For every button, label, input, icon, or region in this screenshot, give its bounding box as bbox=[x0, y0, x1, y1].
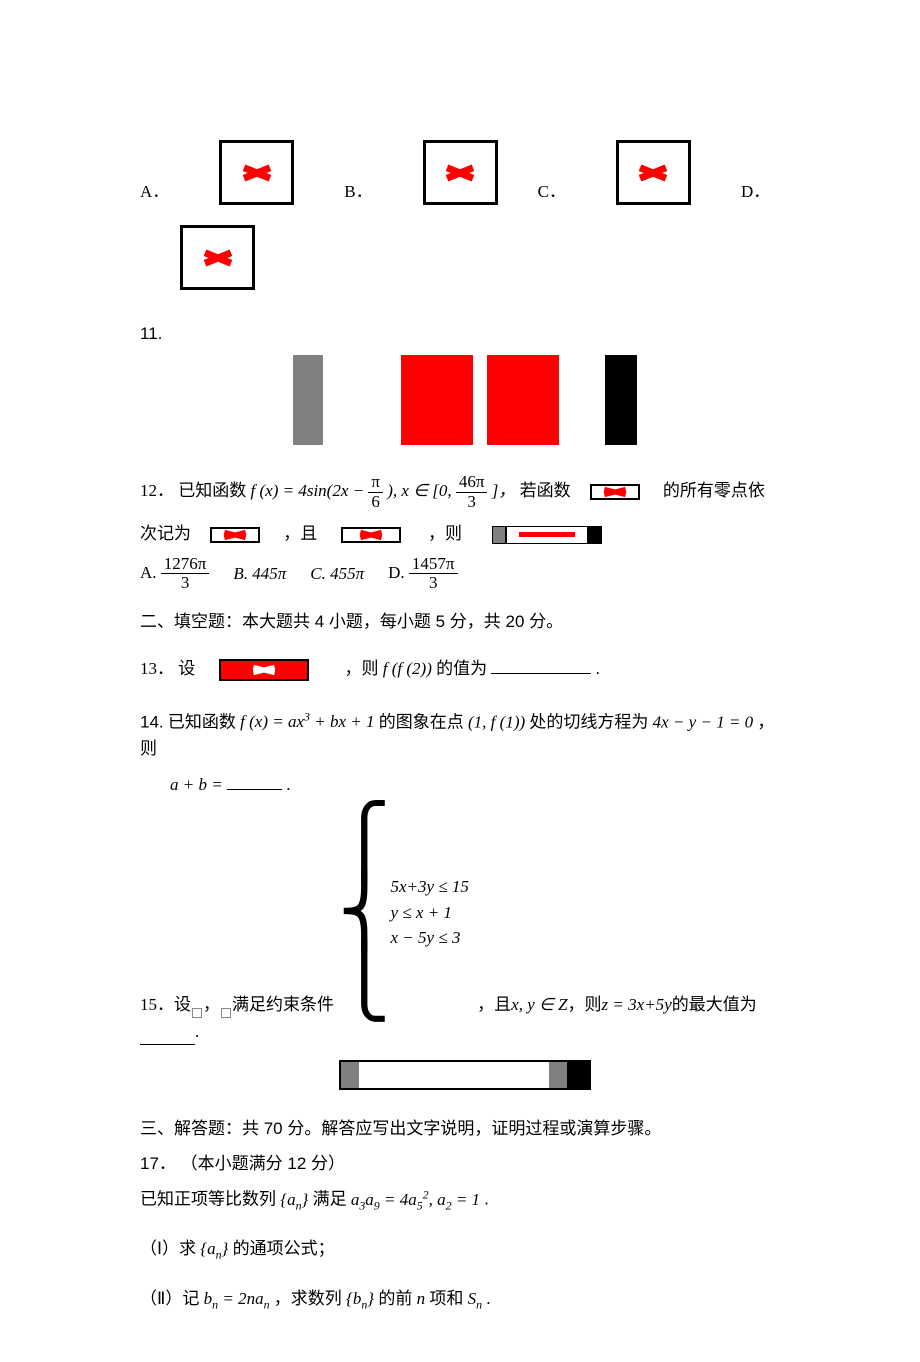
q11-bars bbox=[140, 355, 790, 445]
blank-input[interactable] bbox=[491, 656, 591, 674]
q14-mid1: 的图象在点 bbox=[379, 712, 464, 731]
q13-period: . bbox=[596, 659, 600, 678]
q15-she: 设 bbox=[174, 991, 191, 1018]
q17-part1: （Ⅰ）求 {an} 的通项公式； bbox=[140, 1235, 790, 1264]
q15-tail: 的最大值为 bbox=[672, 991, 757, 1018]
q12-options: A. 1276π3 B. 445π C. 455π D. 1457π3 bbox=[140, 555, 790, 593]
q12-opt-c: C. 455π bbox=[310, 560, 364, 587]
q14-ab: a + b = bbox=[170, 775, 227, 794]
q13-ze: ，则 bbox=[345, 659, 379, 678]
q17-n: n bbox=[417, 1289, 430, 1308]
q17-p2-tail: 的前 bbox=[378, 1289, 412, 1308]
q17-p1-tail: 的通项公式； bbox=[233, 1239, 335, 1258]
broken-image-icon bbox=[423, 140, 498, 205]
broken-image-icon bbox=[492, 526, 602, 544]
q15: 15． 设 ， 满足约束条件 ⎧⎨⎩ 5x+3y ≤ 15 y ≤ x + 1 … bbox=[140, 808, 790, 1045]
bar-red bbox=[401, 355, 473, 445]
q10-option-row: A． B． C． D． bbox=[140, 140, 790, 205]
q17-number: 17． bbox=[140, 1154, 176, 1173]
q13: 13． 设 ，则 f (f (2)) 的值为 . bbox=[140, 655, 790, 682]
broken-image-icon bbox=[219, 659, 309, 681]
q14-point: (1, f (1)) bbox=[468, 712, 529, 731]
q15-period: . bbox=[195, 1018, 199, 1045]
placeholder-icon bbox=[221, 1008, 231, 1018]
broken-image-icon bbox=[180, 225, 255, 290]
q14-period: . bbox=[286, 775, 290, 794]
blank-input[interactable] bbox=[140, 1027, 195, 1045]
broken-image-icon bbox=[341, 527, 401, 543]
q14-linefn: 4x − y − 1 = 0 bbox=[653, 712, 758, 731]
q10-opt-c-label: C． bbox=[538, 178, 566, 205]
q12-pre: 已知函数 bbox=[178, 481, 246, 500]
section3-title: 三、解答题：共 70 分。解答应写出文字说明，证明过程或演算步骤。 bbox=[140, 1115, 790, 1142]
broken-image-icon bbox=[219, 140, 294, 205]
q17-manzu: 满足 bbox=[313, 1190, 347, 1209]
q17-body: 已知正项等比数列 {an} 满足 a3a9 = 4a52, a2 = 1 . bbox=[140, 1185, 790, 1215]
q15-constraints: ⎧⎨⎩ 5x+3y ≤ 15 y ≤ x + 1 x − 5y ≤ 3 bbox=[338, 808, 469, 1018]
q12-l2-ze: ，则 bbox=[428, 524, 462, 543]
q12-fx: f (x) = 4sin(2x − π6 ), x ∈ [0, 46π3 ]， bbox=[251, 481, 520, 500]
q15-qie: ，且 bbox=[477, 991, 511, 1018]
q17-score: （本小题满分 12 分） bbox=[181, 1154, 345, 1173]
q17-header: 17． （本小题满分 12 分） bbox=[140, 1150, 790, 1177]
q17-pre: 已知正项等比数列 bbox=[140, 1190, 276, 1209]
q15-number: 15． bbox=[140, 991, 174, 1018]
broken-image-icon bbox=[590, 484, 640, 500]
q10-opt-a-label: A． bbox=[140, 178, 169, 205]
q14-number: 14. bbox=[140, 712, 164, 731]
q17-p1-label: （Ⅰ）求 bbox=[140, 1239, 196, 1258]
q14-pre: 已知函数 bbox=[168, 712, 236, 731]
q14-line1: 14. 已知函数 f (x) = ax3 + bx + 1 的图象在点 (1, … bbox=[140, 708, 790, 763]
q13-expr: f (f (2)) bbox=[383, 659, 436, 678]
q13-number: 13． bbox=[140, 659, 174, 678]
q12-line2: 次记为 ，且 ，则 bbox=[140, 520, 790, 547]
q17-bn: bn = 2nan bbox=[204, 1289, 274, 1308]
q15-z: z = 3x+5y bbox=[602, 991, 672, 1018]
bar-white bbox=[573, 355, 591, 445]
q12-tail1: 的所有零点依 bbox=[663, 481, 765, 500]
q12-number: 12． bbox=[140, 481, 174, 500]
q13-tail: 的值为 bbox=[436, 659, 487, 678]
q17-period: . bbox=[486, 1289, 490, 1308]
q15-xyinz: x, y ∈ Z bbox=[511, 991, 567, 1018]
broken-image-icon bbox=[210, 527, 260, 543]
q17-part2: （Ⅱ）记 bn = 2nan ，求数列 {bn} 的前 n 项和 Sn . bbox=[140, 1285, 790, 1314]
q12-opt-a: A. 1276π3 bbox=[140, 555, 209, 593]
q17-p2-mid: ，求数列 bbox=[274, 1289, 342, 1308]
q10-opt-d-image bbox=[180, 225, 790, 290]
blank-input[interactable] bbox=[227, 772, 282, 790]
q12-l2-qie: ，且 bbox=[283, 524, 317, 543]
q17-p2-tail2: 项和 bbox=[429, 1289, 463, 1308]
bar-black bbox=[605, 355, 637, 445]
q15-ze: ，则 bbox=[568, 991, 602, 1018]
q12-opt-b: B. 445π bbox=[233, 560, 286, 587]
q14-mid2: 处的切线方程为 bbox=[529, 712, 648, 731]
q17-seq: {an} bbox=[280, 1190, 308, 1209]
bar-red bbox=[487, 355, 559, 445]
q12-opt-d: D. 1457π3 bbox=[388, 555, 457, 593]
q17-bnseq: {bn} bbox=[346, 1289, 374, 1308]
q12-line1: 12． 已知函数 f (x) = 4sin(2x − π6 ), x ∈ [0,… bbox=[140, 473, 790, 511]
q10-opt-b-label: B． bbox=[344, 178, 372, 205]
q11-number: 11. bbox=[140, 320, 790, 347]
q13-she: 设 bbox=[178, 659, 195, 678]
q17-p1-seq: {an} bbox=[200, 1239, 228, 1258]
q14-line2: a + b = . bbox=[170, 771, 790, 798]
redstrip-graphic bbox=[140, 1060, 790, 1090]
q14-fx: f (x) = ax3 + bx + 1 bbox=[240, 712, 379, 731]
q17-p2-label: （Ⅱ）记 bbox=[140, 1289, 199, 1308]
broken-image-icon bbox=[616, 140, 691, 205]
q12-l2-pre: 次记为 bbox=[140, 524, 191, 543]
q15-manzu: 满足约束条件 bbox=[232, 991, 334, 1018]
q12-ruohanshu: 若函数 bbox=[520, 481, 571, 500]
placeholder-icon bbox=[192, 1008, 202, 1018]
bar-gray bbox=[293, 355, 323, 445]
q17-cond: a3a9 = 4a52, a2 = 1 bbox=[351, 1190, 484, 1209]
q10-opt-d-label: D． bbox=[741, 178, 770, 205]
section2-title: 二、填空题：本大题共 4 小题，每小题 5 分，共 20 分。 bbox=[140, 608, 790, 635]
q17-sn: Sn bbox=[468, 1289, 487, 1308]
